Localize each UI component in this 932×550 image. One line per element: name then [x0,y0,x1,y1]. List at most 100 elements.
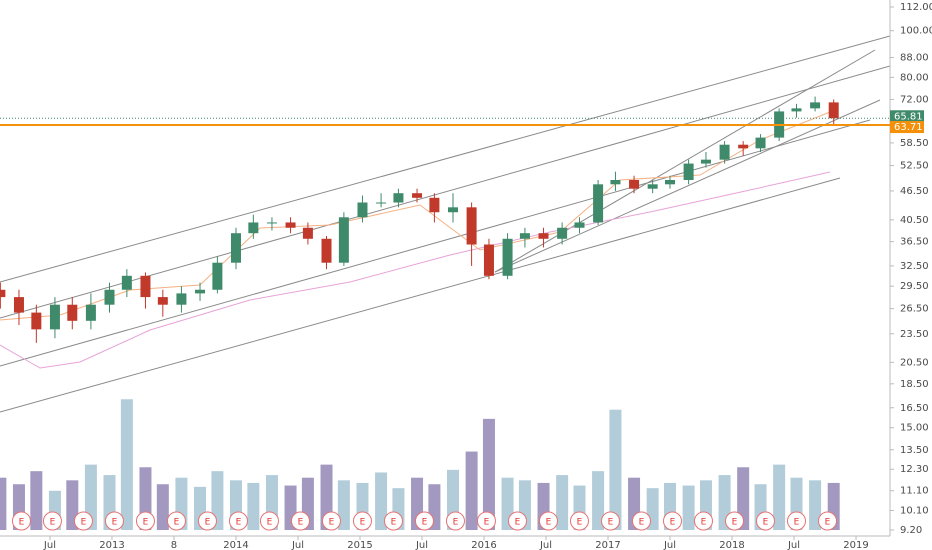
y-tick-label: 15.00 [900,423,929,434]
volume-bar [0,477,7,530]
earnings-label: E [391,518,397,528]
y-tick-label: 40.50 [900,215,929,226]
x-tick-label: 2017 [595,540,620,550]
candle-body [519,233,530,239]
earnings-label: E [546,518,552,528]
volume-bar [465,451,478,530]
candle-body [719,144,730,160]
earnings-marker [724,511,744,531]
candle-body [230,233,241,263]
x-tick-label: 8 [171,540,177,550]
earnings-label: E [701,518,707,528]
earnings-label: E [174,518,180,528]
candle-body [85,304,96,321]
candle-body [338,217,349,263]
candle-body [647,184,658,189]
y-tick-label: 32.50 [900,261,929,272]
volume-bar [609,409,622,530]
candle-body [665,179,676,185]
volume-bar [120,399,133,530]
channel-line [0,65,891,319]
channel-line [0,35,891,283]
candle-body [738,144,749,149]
candle-body [502,238,513,276]
earnings-label: E [763,518,769,528]
candle-body [212,262,223,290]
earnings-marker [42,511,62,531]
candle-body [13,297,24,313]
candle-body [412,193,423,198]
candle-body [557,227,568,239]
candle-body [285,222,296,228]
candle-body [157,297,168,305]
x-tick-label: 2016 [471,540,496,550]
earnings-marker [166,511,186,531]
y-tick-label: 112.00 [900,2,932,13]
candle-body [266,222,277,224]
candle-body [683,163,694,180]
x-tick-label: 2015 [347,540,372,550]
candle-body [700,159,711,164]
candle-body [140,275,151,298]
y-tick-label: 80.00 [900,72,929,83]
volume-bar [682,485,695,530]
earnings-label: E [484,518,490,528]
candle-body [67,304,78,321]
earnings-marker [600,511,620,531]
earnings-marker [228,511,248,531]
x-tick-label: 2014 [223,540,248,550]
x-tick-label: Jul [539,540,552,550]
volume-bar [809,480,822,530]
y-tick-label: 29.50 [900,281,929,292]
y-tick-label: 72.00 [900,94,929,105]
candle-body [321,238,332,263]
candle-body [31,312,42,330]
candle-body [593,184,604,223]
candle-body [755,137,766,149]
earnings-marker [507,511,527,531]
x-tick-label: Jul [663,540,676,550]
earnings-label: E [236,518,242,528]
earnings-label: E [670,518,676,528]
earnings-marker [135,511,155,531]
earnings-marker [73,511,93,531]
candle-body [104,289,115,305]
x-tick-label: 2019 [843,540,868,550]
y-tick-label: 10.10 [900,505,929,516]
earnings-label: E [267,518,273,528]
price-label: 65.81 [894,111,923,122]
candle-body [629,179,640,189]
x-tick-label: 2018 [719,540,744,550]
x-tick-label: Jul [787,540,800,550]
earnings-marker [197,511,217,531]
earnings-label: E [825,518,831,528]
price-label-box [890,110,924,123]
earnings-label: E [81,518,87,528]
earnings-marker [445,511,465,531]
earnings-label: E [298,518,304,528]
earnings-label: E [143,518,149,528]
volume-bar [482,418,495,530]
earnings-marker [538,511,558,531]
earnings-label: E [19,518,25,528]
y-tick-label: 52.50 [900,161,929,172]
earnings-marker [352,511,372,531]
candle-body [0,289,6,298]
candle-body [357,202,368,218]
earnings-marker [662,511,682,531]
earnings-label: E [205,518,211,528]
candle-body [466,207,477,245]
y-tick-label: 9.20 [900,525,922,536]
y-tick-label: 88.00 [900,52,929,63]
price-label: 63.71 [894,122,923,133]
x-tick-label: Jul [291,540,304,550]
y-tick-label: 20.50 [900,357,929,368]
channel-line [0,177,841,413]
y-tick-label: 100.00 [900,26,932,37]
channel-line [0,119,871,367]
earnings-label: E [50,518,56,528]
candle-body [810,102,821,109]
candle-body [483,244,494,276]
earnings-label: E [732,518,738,528]
